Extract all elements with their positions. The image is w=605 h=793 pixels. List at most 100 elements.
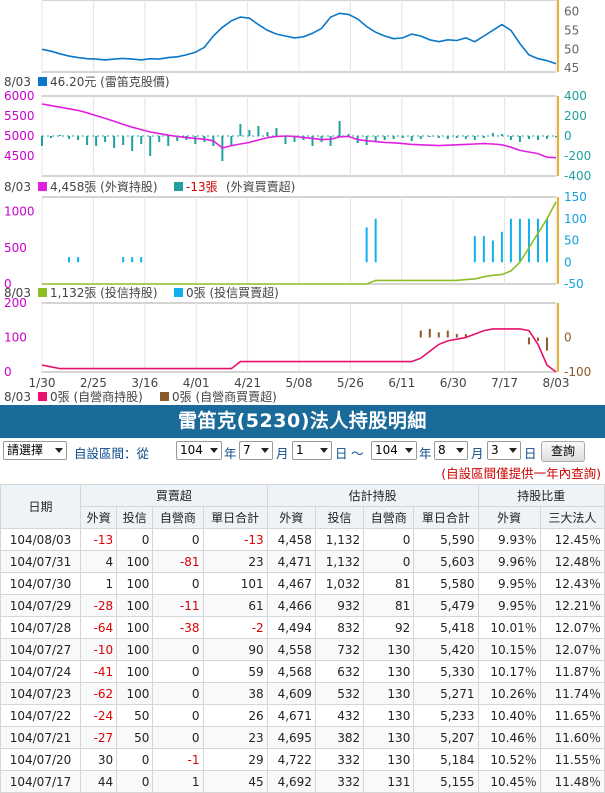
- value-cell: 1: [152, 770, 204, 793]
- trust-net-bar: [122, 257, 125, 263]
- date-cell: 104/07/29: [0, 594, 81, 617]
- x-tick-label: 4/21: [234, 376, 261, 390]
- value-cell: -27: [79, 726, 118, 749]
- column-header: 自營商: [152, 506, 204, 529]
- value-cell: 5,330: [413, 660, 479, 683]
- value-cell: -13: [202, 528, 268, 551]
- y-tick-label: 4500: [4, 149, 35, 163]
- dealer-net-bar: [455, 334, 458, 338]
- to-month-select[interactable]: 8: [434, 441, 468, 460]
- value-cell: 11.74％: [539, 682, 605, 705]
- value-cell: 4,494: [266, 616, 316, 639]
- foreign-net-bar: [464, 136, 467, 139]
- value-cell: 1,032: [314, 572, 365, 595]
- table-row: 104/07/30 1 100 0 101 4,467 1,032 81 5,580 9.95％ 1…: [0, 572, 605, 595]
- y-tick-label: 400: [564, 89, 587, 103]
- value-cell: 12.45％: [539, 528, 605, 551]
- dealer-net-bar: [527, 337, 530, 345]
- value-cell: 5,233: [413, 704, 479, 727]
- value-cell: 45: [202, 770, 268, 793]
- value-cell: 5,184: [413, 748, 479, 771]
- value-cell: 0: [152, 660, 204, 683]
- foreign-net-bar: [59, 135, 62, 136]
- value-cell: -2: [202, 616, 268, 639]
- table-row: 104/07/23 -62 100 0 38 4,609 532 130 5,271 10.26％…: [0, 682, 605, 705]
- foreign-net-bar: [437, 136, 440, 138]
- value-cell: 10.15％: [477, 638, 541, 661]
- x-tick-label: 5/26: [337, 376, 364, 390]
- value-cell: 532: [314, 682, 365, 705]
- from-month-select[interactable]: 7: [239, 441, 273, 460]
- value-cell: 12.48％: [539, 550, 605, 573]
- value-cell: 4,558: [266, 638, 316, 661]
- value-cell: -41: [79, 660, 118, 683]
- value-cell: 4,568: [266, 660, 316, 683]
- foreign-net-bar: [104, 136, 107, 142]
- value-cell: 61: [202, 594, 268, 617]
- value-cell: -38: [152, 616, 204, 639]
- foreign-net-bar: [41, 136, 43, 146]
- foreign-net-bar: [248, 130, 251, 136]
- dealer-net-bar: [536, 337, 539, 341]
- value-cell: 5,155: [413, 770, 479, 793]
- legend-swatch: [38, 77, 47, 86]
- foreign-net-bar: [392, 136, 395, 139]
- preset-select[interactable]: 請選擇: [3, 441, 67, 460]
- value-cell: -64: [79, 616, 118, 639]
- value-cell: 50: [116, 704, 154, 727]
- value-cell: 100: [116, 594, 154, 617]
- caption-price: 46.20元 (雷笛克股價): [50, 74, 170, 89]
- x-tick-label: 8/03: [543, 376, 570, 390]
- dealer-net-bar: [419, 330, 422, 338]
- legend-swatch: [38, 182, 47, 191]
- value-cell: 130: [363, 660, 415, 683]
- value-cell: 23: [202, 726, 268, 749]
- value-cell: 732: [314, 638, 365, 661]
- value-cell: 9.95％: [477, 572, 541, 595]
- value-cell: 10.01％: [477, 616, 541, 639]
- value-cell: 12.21％: [539, 594, 605, 617]
- foreign-net-bar: [68, 136, 71, 139]
- value-cell: 130: [363, 748, 415, 771]
- y-tick-label: -400: [564, 169, 591, 183]
- date-range-filter: 請選擇 自設區間：從 104 年 7 月 1 日 ～ 104 年 8 月 3 日…: [0, 440, 605, 462]
- to-month-value: 8: [438, 443, 446, 457]
- foreign-net-bar: [239, 124, 242, 136]
- value-cell: 9.96％: [477, 550, 541, 573]
- column-header: 自營商: [363, 506, 415, 529]
- x-tick-label: 7/17: [491, 376, 518, 390]
- caption-trust-net: 0張 (投信買賣超): [186, 285, 279, 300]
- preset-select-value: 請選擇: [7, 443, 44, 457]
- to-day-select[interactable]: 3: [487, 441, 521, 460]
- column-header: 單日合計: [413, 506, 479, 529]
- value-cell: 130: [363, 638, 415, 661]
- from-day-select[interactable]: 1: [292, 441, 332, 460]
- trust-holding-line: [42, 201, 557, 285]
- x-tick-label: 6/11: [388, 376, 415, 390]
- caption-foreign-net-label: (外資買賣超): [226, 179, 295, 194]
- foreign-net-bar: [482, 136, 485, 138]
- trust-net-bar: [473, 236, 476, 263]
- from-year-select[interactable]: 104: [176, 441, 222, 460]
- date-cell: 104/07/21: [0, 726, 81, 749]
- value-cell: 5,590: [413, 528, 479, 551]
- y-tick-label: 500: [4, 241, 27, 255]
- caption-date: 8/03: [4, 390, 31, 404]
- to-year-select[interactable]: 104: [371, 441, 417, 460]
- value-cell: 38: [202, 682, 268, 705]
- foreign-net-bar: [419, 136, 422, 139]
- dealer-net-bar: [437, 332, 440, 338]
- query-button[interactable]: 查詢: [541, 441, 585, 462]
- caption-foreign-holding: 4,458張 (外資持股): [50, 179, 158, 194]
- y-tick-label: -50: [564, 277, 584, 291]
- value-cell: 632: [314, 660, 365, 683]
- foreign-net-bar: [536, 136, 539, 140]
- table-column-header-row: 外資 投信 自營商 單日合計 外資 投信 自營商 單日合計 外資 三大法人: [1, 506, 605, 529]
- dealer-net-bar: [428, 328, 431, 338]
- value-cell: -1: [152, 748, 204, 771]
- day-unit-label: 日: [335, 446, 348, 461]
- value-cell: 26: [202, 704, 268, 727]
- trust-net-bar: [374, 218, 377, 263]
- custom-range-label: 自設區間：從: [74, 446, 150, 461]
- y-tick-label: 50: [564, 234, 579, 248]
